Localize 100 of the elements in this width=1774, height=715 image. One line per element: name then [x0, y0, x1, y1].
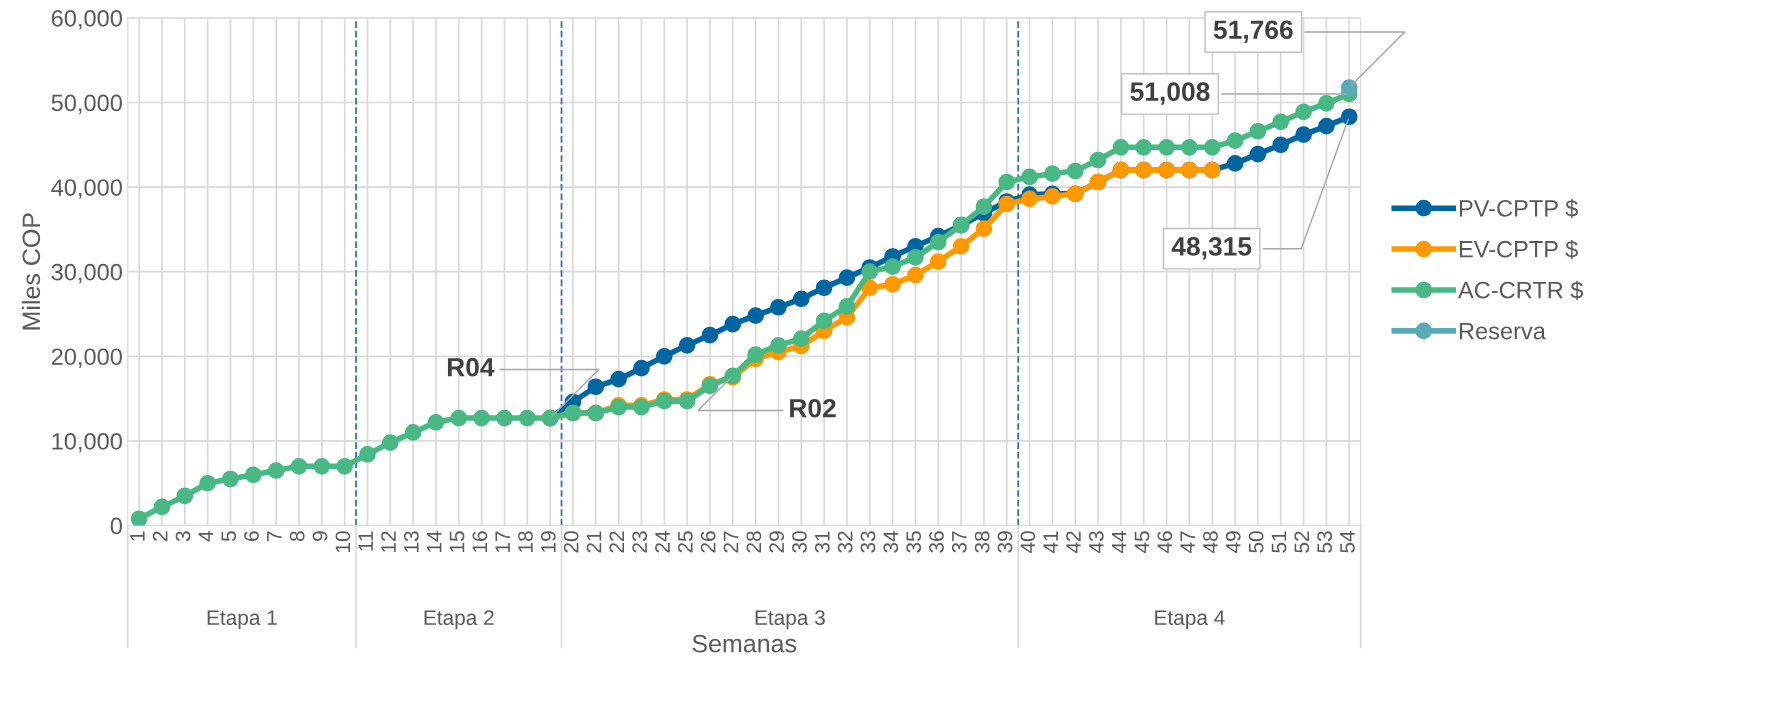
x-tick-label: 27: [723, 531, 739, 553]
x-tick-label: 33: [860, 531, 876, 553]
annotation: R02: [790, 398, 836, 418]
x-tick-label: 39: [997, 531, 1013, 553]
y-tick-label: 50,000: [51, 94, 122, 115]
x-tick-label: 42: [1066, 531, 1081, 554]
annotation: R04: [447, 357, 495, 377]
point: [655, 347, 673, 365]
point: [861, 279, 879, 297]
point: [290, 457, 308, 475]
x-tick-label: 12: [381, 531, 396, 552]
x-tick-label: 17: [495, 531, 510, 552]
x-tick-label: 10: [335, 531, 351, 552]
x-tick-label: 11: [358, 531, 373, 551]
x-tick-label: 38: [974, 531, 990, 553]
x-tick-label: 7: [267, 531, 282, 541]
x-tick-label: 21: [586, 531, 602, 553]
x-tick-label: 36: [929, 531, 944, 553]
x-tick-label: 45: [1134, 531, 1150, 554]
x-tick-label: 35: [906, 531, 922, 553]
point: [1021, 190, 1038, 208]
point: [130, 510, 148, 526]
point: [1181, 138, 1198, 156]
x-tick-label: 46: [1157, 531, 1173, 554]
point: [1021, 168, 1038, 186]
point: [1272, 136, 1290, 154]
x-tick-label: 6: [244, 531, 259, 541]
point: [1249, 145, 1267, 163]
point: [884, 258, 901, 275]
point: [381, 434, 399, 451]
y-tick-label: 40,000: [51, 179, 122, 199]
legend-label: PV-CPTP $: [1459, 198, 1578, 219]
x-tick-label: 43: [1088, 531, 1104, 554]
data-label: 51,766: [1213, 20, 1293, 43]
point: [496, 409, 513, 427]
point: [336, 457, 353, 475]
point: [1295, 126, 1312, 143]
x-tick-label: 54: [1340, 530, 1355, 553]
x-tick-label: 52: [1294, 531, 1310, 553]
point: [1226, 155, 1244, 172]
y-axis-title: Miles COP: [21, 213, 41, 330]
point: [747, 346, 764, 363]
text: Etapa 1: [207, 610, 277, 630]
x-tick-label: 8: [289, 531, 305, 542]
point: [975, 198, 993, 215]
y-tick-label: 0: [110, 517, 122, 535]
data-label: 48,315: [1171, 237, 1252, 260]
x-tick-label: 28: [746, 531, 762, 553]
point: [998, 173, 1016, 191]
x-tick-label: 15: [449, 531, 465, 552]
text: Etapa 4: [1155, 610, 1225, 630]
point: [907, 266, 924, 284]
point: [861, 263, 879, 281]
point: [633, 359, 650, 377]
x-tick-label: 4: [198, 530, 214, 542]
point: [1135, 138, 1153, 156]
x-tick-label: 30: [792, 531, 807, 553]
x-tick-label: 47: [1180, 531, 1195, 554]
point: [747, 307, 764, 325]
point: [1318, 94, 1335, 112]
point: [838, 269, 856, 286]
legend-label: AC-CRTR $: [1458, 280, 1584, 300]
point: [1203, 138, 1221, 156]
x-tick-label: 5: [221, 531, 237, 542]
x-tick-label: 29: [769, 531, 785, 553]
point: [473, 409, 490, 427]
point: [1295, 103, 1312, 121]
point: [929, 253, 947, 270]
x-tick-label: 2: [152, 531, 168, 541]
x-tick-label: 49: [1225, 531, 1241, 554]
point: [929, 233, 947, 251]
x-tick-label: 20: [563, 531, 579, 553]
point: [792, 330, 810, 347]
x-tick-label: 19: [540, 531, 556, 552]
x-tick-label: 32: [837, 531, 853, 553]
x-tick-label: 44: [1111, 530, 1127, 554]
point: [610, 370, 627, 388]
point: [701, 326, 719, 344]
y-tick-label: 30,000: [51, 263, 122, 284]
point: [587, 378, 605, 396]
x-tick-label: 34: [883, 530, 899, 553]
point: [313, 457, 331, 475]
point: [838, 298, 856, 315]
point: [1340, 79, 1358, 96]
x-tick-label: 22: [609, 531, 624, 553]
x-tick-label: 51: [1271, 531, 1287, 553]
point: [1249, 122, 1267, 140]
point: [404, 424, 422, 441]
point: [770, 336, 787, 354]
x-tick-label: 48: [1203, 531, 1218, 554]
point: [1066, 162, 1084, 180]
point: [1112, 138, 1130, 156]
point: [884, 276, 901, 293]
x-tick-label: 31: [814, 531, 830, 553]
point: [199, 474, 216, 492]
point: [267, 462, 285, 479]
point: [792, 290, 810, 308]
y-tick-label: 20,000: [51, 348, 122, 368]
x-tick-label: 3: [175, 531, 191, 542]
point: [176, 487, 194, 505]
